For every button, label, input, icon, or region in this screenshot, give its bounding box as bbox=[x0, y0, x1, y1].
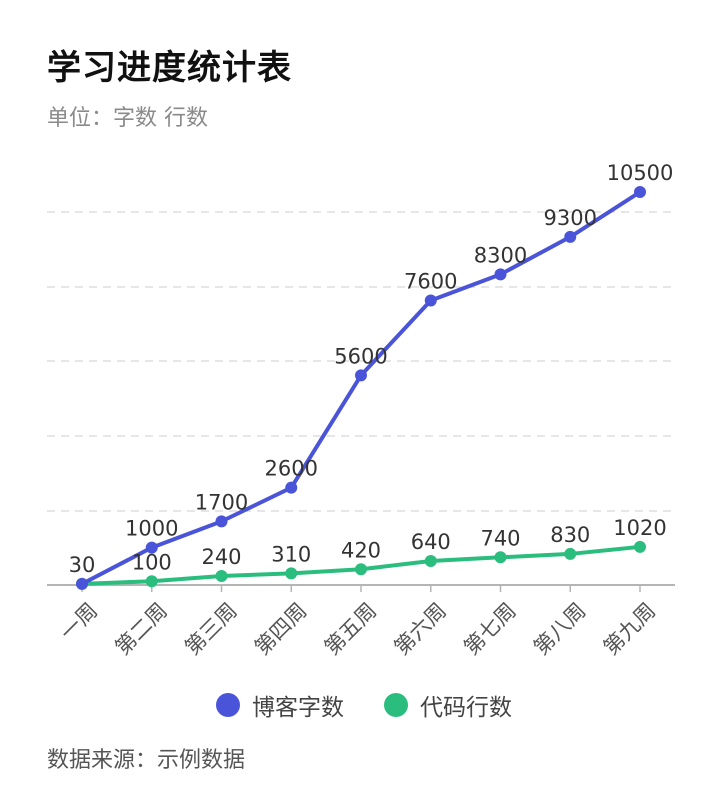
x-tick-label: 第三周 bbox=[180, 598, 242, 660]
x-tick-label: 第四周 bbox=[250, 598, 312, 660]
data-point[interactable] bbox=[355, 563, 367, 576]
data-point[interactable] bbox=[494, 551, 507, 564]
data-label: 740 bbox=[480, 526, 520, 550]
legend: 博客字数 代码行数 bbox=[0, 688, 728, 722]
data-point[interactable] bbox=[634, 186, 646, 198]
data-point[interactable] bbox=[564, 547, 577, 560]
legend-item-blog[interactable]: 博客字数 bbox=[216, 688, 344, 722]
chart-subtitle: 单位：字数 行数 bbox=[47, 106, 208, 131]
x-tick-label: 第九周 bbox=[599, 598, 661, 660]
data-label: 1700 bbox=[195, 490, 248, 514]
data-point[interactable] bbox=[215, 570, 228, 583]
x-tick-label: 第七周 bbox=[459, 598, 521, 660]
grid-lines bbox=[47, 211, 675, 512]
data-label: 8300 bbox=[474, 243, 527, 267]
legend-label-blog: 博客字数 bbox=[252, 695, 344, 721]
data-label: 100 bbox=[132, 550, 172, 574]
legend-item-code[interactable]: 代码行数 bbox=[384, 688, 512, 722]
legend-marker-blog bbox=[216, 693, 240, 717]
data-point[interactable] bbox=[355, 369, 367, 382]
data-source-note: 数据来源：示例数据 bbox=[47, 748, 246, 773]
data-label: 1000 bbox=[125, 517, 178, 541]
data-label: 2600 bbox=[265, 457, 318, 481]
line-chart: 一周 第二周 第三周 第四周 第五周 第六周 第七周 第八周 第九周 30 1000 1700 260… bbox=[47, 161, 675, 660]
data-point[interactable] bbox=[494, 268, 507, 281]
data-point[interactable] bbox=[564, 230, 577, 243]
data-label: 10500 bbox=[607, 161, 674, 185]
chart-title: 学习进度统计表 bbox=[47, 48, 292, 88]
data-point[interactable] bbox=[145, 575, 158, 588]
data-label: 640 bbox=[411, 530, 451, 554]
data-point[interactable] bbox=[424, 555, 437, 568]
x-axis: 一周 第二周 第三周 第四周 第五周 第六周 第七周 第八周 第九周 bbox=[47, 584, 675, 660]
data-point[interactable] bbox=[285, 481, 298, 494]
data-point[interactable] bbox=[285, 567, 298, 580]
data-point[interactable] bbox=[424, 294, 437, 307]
data-point[interactable] bbox=[634, 540, 646, 553]
data-labels: 30 1000 1700 2600 5600 7600 8300 9300 10500 100 24… bbox=[69, 161, 674, 577]
legend-marker-code bbox=[384, 693, 408, 717]
data-label: 30 bbox=[69, 553, 96, 577]
series-lines bbox=[76, 186, 646, 590]
x-tick-label: 第二周 bbox=[111, 598, 173, 660]
legend-label-code: 代码行数 bbox=[420, 695, 512, 721]
data-label: 420 bbox=[341, 538, 381, 562]
x-tick-label: 第六周 bbox=[390, 598, 452, 660]
data-point[interactable] bbox=[145, 541, 158, 554]
data-label: 240 bbox=[201, 545, 241, 569]
x-tick-label: 一周 bbox=[56, 598, 103, 645]
data-label: 7600 bbox=[404, 270, 457, 294]
data-label: 9300 bbox=[544, 206, 597, 230]
data-point[interactable] bbox=[215, 515, 228, 528]
data-label: 5600 bbox=[334, 344, 387, 368]
x-tick-label: 第八周 bbox=[529, 598, 591, 660]
data-label: 310 bbox=[271, 542, 311, 566]
data-label: 830 bbox=[550, 523, 590, 547]
x-tick-label: 第五周 bbox=[320, 598, 382, 660]
data-label: 1020 bbox=[613, 516, 666, 540]
data-point[interactable] bbox=[76, 577, 88, 590]
